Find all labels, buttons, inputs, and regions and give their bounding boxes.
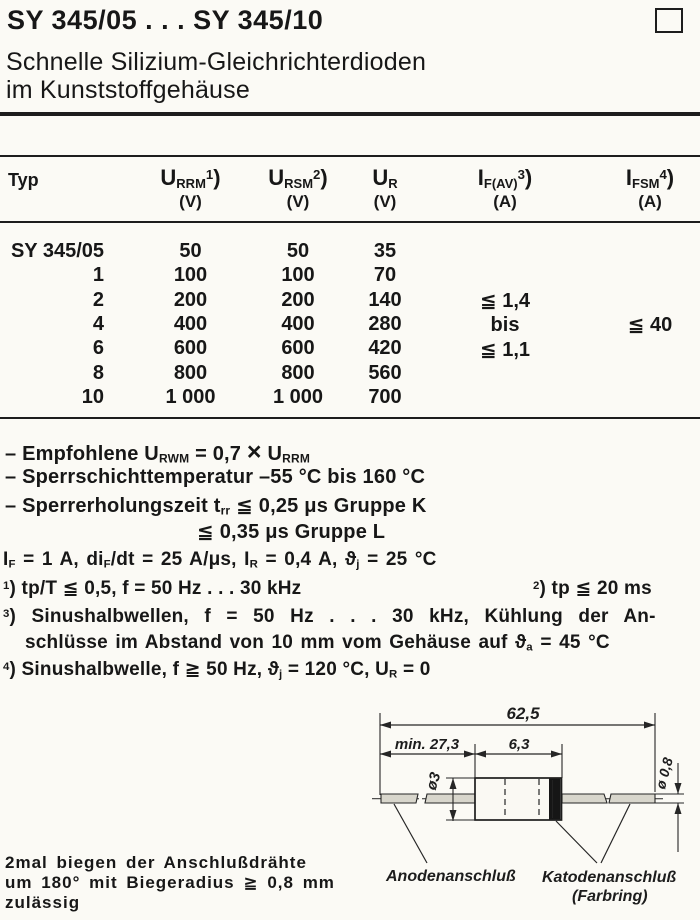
footnote-3-line1: 3) Sinushalbwellen, f = 50 Hz . . . 30 k…: [3, 606, 656, 627]
cathode-color-ring: [549, 778, 561, 820]
table-top-rule: [0, 155, 700, 157]
page-title: SY 345/05 . . . SY 345/10: [7, 5, 324, 35]
table-header-rule: [0, 221, 700, 223]
dim-body-label: 6,3: [509, 736, 531, 753]
dim-total-label: 62,5: [506, 704, 540, 723]
table-row: SY 345/05 50 50 35: [0, 240, 700, 264]
cell-ursm: 1 000: [272, 386, 324, 408]
corner-checkbox-mark: [655, 8, 683, 33]
col-header-ursm: URSM2): [268, 165, 328, 191]
note-conditions: IF = 1 A, diF/dt = 25 A/μs, IR = 0,4 A, …: [3, 549, 437, 571]
left-outer-lead: [380, 793, 419, 804]
package-drawing: 62,5 min. 27,3 6,3 ø3: [372, 704, 684, 905]
cell-urrm: 200: [173, 289, 208, 311]
cell-ur: 140: [368, 289, 402, 311]
table-row: 4 400 400 280: [0, 313, 700, 337]
col-header-ifav: IF(AV)3): [477, 165, 533, 191]
dim-lead-length: min. 27,3: [380, 736, 476, 778]
bullet-recovery-time-line2: ≦ 0,35 μs Gruppe L: [197, 521, 386, 543]
table-row: 2 200 200 140: [0, 289, 700, 313]
footnote-4: 4) Sinushalbwelle, f ≧ 50 Hz, ϑj = 120 °…: [3, 659, 431, 681]
unit-ursm: (V): [286, 192, 310, 211]
footnote-1: 1) tp/T ≦ 0,5, f = 50 Hz . . . 30 kHz: [3, 578, 302, 599]
bend-note-line1: 2mal biegen der Anschlußdrähte: [5, 853, 307, 872]
cell-ursm: 200: [281, 289, 315, 311]
cell-ur: 70: [373, 264, 397, 286]
cell-typ: 8: [92, 362, 104, 384]
cell-typ: 4: [92, 313, 104, 335]
table-row: 8 800 800 560: [0, 362, 700, 386]
col-header-typ: Typ: [8, 170, 39, 190]
cell-ursm: 50: [286, 240, 310, 262]
cell-ursm: 800: [281, 362, 315, 384]
ifav-line: ≦ 1,4: [479, 290, 531, 312]
dim-body-diameter: ø3: [423, 770, 475, 821]
bend-note-line3: zulässig: [5, 893, 81, 912]
subtitle-line1: Schnelle Silizium-Gleichrichterdioden: [6, 48, 427, 76]
cell-ur: 560: [368, 362, 402, 384]
bullet-junction-temp: – Sperrschichttemperatur –55 °C bis 160 …: [5, 466, 426, 488]
cell-urrm: 100: [173, 264, 208, 286]
unit-ifav: (A): [493, 192, 517, 211]
right-inner-lead: [561, 793, 608, 804]
table-row: 6 600 600 420: [0, 337, 700, 361]
right-outer-lead: [608, 793, 656, 804]
ifav-line: bis: [490, 314, 520, 337]
footnote-3-line2: schlüsse im Abstand von 10 mm vom Gehäus…: [25, 632, 610, 654]
cell-typ: 2: [92, 289, 104, 311]
table-bottom-rule: [0, 417, 700, 419]
bullet-urwm: – Empfohlene URWM = 0,7 × URRM: [5, 438, 311, 466]
leader-lines: [393, 803, 631, 864]
ifav-line: ≦ 1,1: [479, 338, 531, 361]
cell-urrm: 800: [173, 362, 208, 384]
footnote-2: 2) tp ≦ 20 ms: [533, 578, 652, 599]
col-header-ur: UR: [372, 165, 398, 191]
cell-ur: 35: [373, 240, 397, 262]
dia-wire-label: ø 0,8: [652, 756, 676, 791]
ifav-merged-cell: ≦ 1,4 bis ≦ 1,1: [445, 289, 565, 362]
cell-typ: 1: [92, 264, 104, 286]
cell-ur: 700: [368, 386, 402, 408]
bullet-recovery-time: – Sperrerholungszeit trr ≦ 0,25 μs Grupp…: [5, 495, 427, 518]
table-row: 1 100 100 70: [0, 264, 700, 288]
cell-urrm: 400: [173, 313, 208, 335]
unit-ur: (V): [373, 192, 397, 211]
left-inner-lead: [424, 793, 476, 804]
cell-ur: 420: [368, 337, 402, 359]
anode-label: Anodenanschluß: [385, 868, 516, 885]
cell-urrm: 50: [179, 240, 202, 262]
col-header-urrm: URRM1): [160, 165, 221, 191]
bend-note-line2: um 180° mit Biegeradius ≧ 0,8 mm: [5, 873, 335, 892]
cell-ur: 280: [368, 313, 402, 335]
cathode-label-farbring: (Farbring): [572, 888, 648, 905]
dim-wire-diameter: ø 0,8: [652, 756, 684, 852]
col-header-ifsm: IFSM4): [625, 165, 675, 191]
cell-urrm: 1 000: [165, 386, 216, 408]
dim-overall-length: 62,5: [379, 704, 656, 795]
cell-typ: 10: [81, 386, 104, 408]
unit-ifsm: (A): [638, 192, 662, 211]
ifsm-merged-cell: ≦ 40: [627, 314, 673, 336]
dia-body-label: ø3: [423, 770, 445, 793]
diode-body: [474, 777, 563, 821]
dim-lead-label: min. 27,3: [395, 736, 460, 753]
cell-ursm: 600: [281, 337, 315, 359]
unit-urrm: (V): [179, 192, 202, 211]
subtitle-line2: im Kunststoffgehäuse: [6, 76, 250, 104]
header-thick-rule: [0, 112, 700, 116]
cell-ursm: 400: [281, 313, 315, 335]
cell-ursm: 100: [281, 264, 315, 286]
cathode-label: Katodenanschluß: [542, 869, 676, 886]
dim-body-length: 6,3: [475, 736, 563, 778]
cell-typ: SY 345/05: [10, 240, 104, 262]
cell-urrm: 600: [173, 337, 208, 359]
cell-typ: 6: [92, 337, 104, 359]
table-row: 10 1 000 1 000 700: [0, 386, 700, 410]
